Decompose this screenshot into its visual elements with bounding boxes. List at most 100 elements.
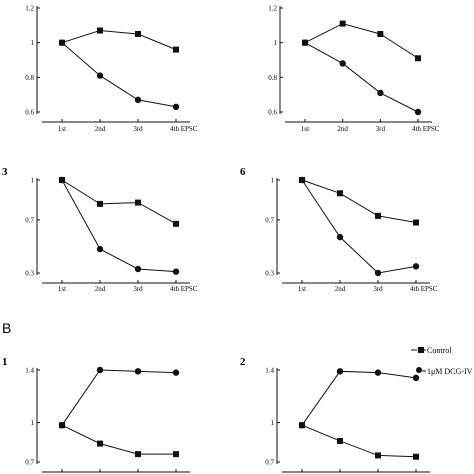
- x-tick-label: 1st: [298, 285, 306, 293]
- control-data-point: [97, 440, 103, 447]
- y-tick-label: 1: [271, 177, 275, 185]
- legend-control-marker: [418, 347, 424, 353]
- x-tick-label: 2nd: [95, 125, 106, 133]
- dcg-data-point: [377, 89, 384, 97]
- y-tick-label: 1.2: [25, 5, 34, 13]
- chart-panel-3: 3 0.3 0.7 1 1st 2nd 3rd 4th EPSC: [2, 166, 198, 293]
- dcg-data-point: [301, 39, 309, 46]
- x-tick-label: 1st: [301, 125, 309, 133]
- control-data-point: [173, 46, 179, 53]
- y-tick-label: 0.6: [25, 109, 34, 117]
- legend-dcg-label: 1μM DCG-IV: [427, 367, 473, 376]
- dcg-data-point: [414, 108, 422, 116]
- dcg-series-line: [301, 370, 417, 426]
- y-tick-label: 1: [31, 39, 35, 47]
- y-tick-label: 1: [274, 39, 278, 47]
- y-tick-label: 0.7: [25, 216, 34, 224]
- y-tick-label: 0.8: [268, 74, 277, 82]
- x-tick-label: 3rd: [133, 285, 143, 293]
- legend-dcg-marker: [416, 367, 422, 373]
- control-data-point: [413, 219, 419, 226]
- y-tick-label: 0.3: [265, 270, 274, 278]
- dcg-data-point: [374, 369, 382, 376]
- panel-label: 3: [2, 166, 8, 178]
- control-data-point: [135, 31, 141, 37]
- x-tick-label: 3rd: [373, 285, 383, 293]
- x-tick-label: 2nd: [335, 285, 346, 293]
- control-data-point: [97, 200, 103, 207]
- control-series-line: [301, 179, 417, 224]
- dcg-data-point: [96, 366, 104, 374]
- dcg-data-point: [96, 72, 104, 79]
- chart-panels: 0.6 0.8 1 1.2 1st 2nd 3rd 4th EPSC 0.6 0.8 1 1.2 1st…: [2, 5, 440, 473]
- dcg-data-point: [58, 422, 66, 429]
- dcg-data-point: [96, 245, 104, 253]
- x-tick-label: 4th EPSC: [170, 125, 198, 133]
- y-tick-label: 1.4: [265, 367, 274, 375]
- control-data-point: [135, 451, 141, 458]
- control-series-line: [304, 23, 419, 59]
- y-tick-label: 0.7: [265, 216, 274, 224]
- dcg-data-point: [172, 268, 180, 275]
- control-data-point: [173, 220, 179, 227]
- dcg-data-point: [336, 368, 344, 375]
- chart-panel-4: 6 0.3 0.7 1 1st 2nd 3rd 4th EPSC: [240, 166, 438, 293]
- x-tick-label: 4th EPSC: [170, 285, 198, 293]
- y-tick-label: 1: [31, 419, 35, 427]
- dcg-data-point: [58, 39, 66, 46]
- panel-label: 2: [240, 356, 246, 368]
- legend-control-label: Control: [427, 346, 452, 355]
- dcg-series-line: [61, 42, 177, 108]
- dcg-data-point: [172, 369, 180, 376]
- y-tick-label: 0.8: [25, 74, 34, 82]
- dcg-series-line: [61, 179, 177, 273]
- dcg-data-point: [412, 263, 420, 270]
- control-data-point: [337, 190, 343, 197]
- y-tick-label: 0.7: [265, 459, 274, 467]
- dcg-data-point: [58, 176, 66, 184]
- dcg-data-point: [134, 265, 142, 273]
- chart-panel-5: 1 0.7 1 1.4: [2, 356, 190, 473]
- control-series-line: [61, 424, 176, 455]
- y-tick-label: 0.3: [25, 270, 34, 278]
- x-tick-label: 2nd: [95, 285, 106, 293]
- x-tick-label: 1st: [58, 285, 66, 293]
- dcg-series-line: [301, 179, 417, 274]
- dcg-data-point: [336, 233, 344, 241]
- dcg-data-point: [298, 176, 306, 184]
- x-tick-label: 4th EPSC: [410, 285, 438, 293]
- dcg-data-point: [412, 374, 420, 382]
- control-data-point: [415, 55, 421, 62]
- y-tick-label: 0.6: [268, 109, 277, 117]
- dcg-data-point: [134, 96, 142, 104]
- control-data-point: [135, 199, 141, 206]
- dcg-data-point: [172, 103, 180, 111]
- control-data-point: [375, 452, 381, 459]
- control-series-line: [61, 30, 177, 51]
- control-data-point: [375, 212, 381, 219]
- y-tick-label: 0.7: [25, 459, 34, 467]
- dcg-data-point: [134, 368, 142, 375]
- x-tick-label: 3rd: [133, 125, 143, 133]
- y-tick-label: 1: [271, 419, 275, 427]
- panel-label: 1: [2, 356, 8, 368]
- chart-panel-1: 0.6 0.8 1 1.2 1st 2nd 3rd 4th EPSC: [25, 5, 198, 134]
- dcg-series-line: [61, 369, 177, 426]
- control-series-line: [301, 424, 417, 458]
- control-data-point: [173, 451, 179, 458]
- section-label: B: [2, 320, 11, 336]
- control-data-point: [377, 31, 384, 37]
- dcg-series-line: [304, 42, 419, 113]
- y-tick-label: 1.2: [268, 5, 277, 13]
- control-data-point: [97, 27, 103, 34]
- panel-label: 6: [240, 166, 246, 178]
- control-data-point: [413, 453, 419, 460]
- control-data-point: [337, 437, 343, 444]
- control-data-point: [339, 20, 346, 27]
- y-tick-label: 1.4: [25, 367, 34, 375]
- x-tick-label: 4th EPSC: [412, 125, 440, 133]
- x-tick-label: 1st: [58, 125, 66, 133]
- control-series-line: [61, 179, 177, 225]
- dcg-data-point: [339, 60, 346, 67]
